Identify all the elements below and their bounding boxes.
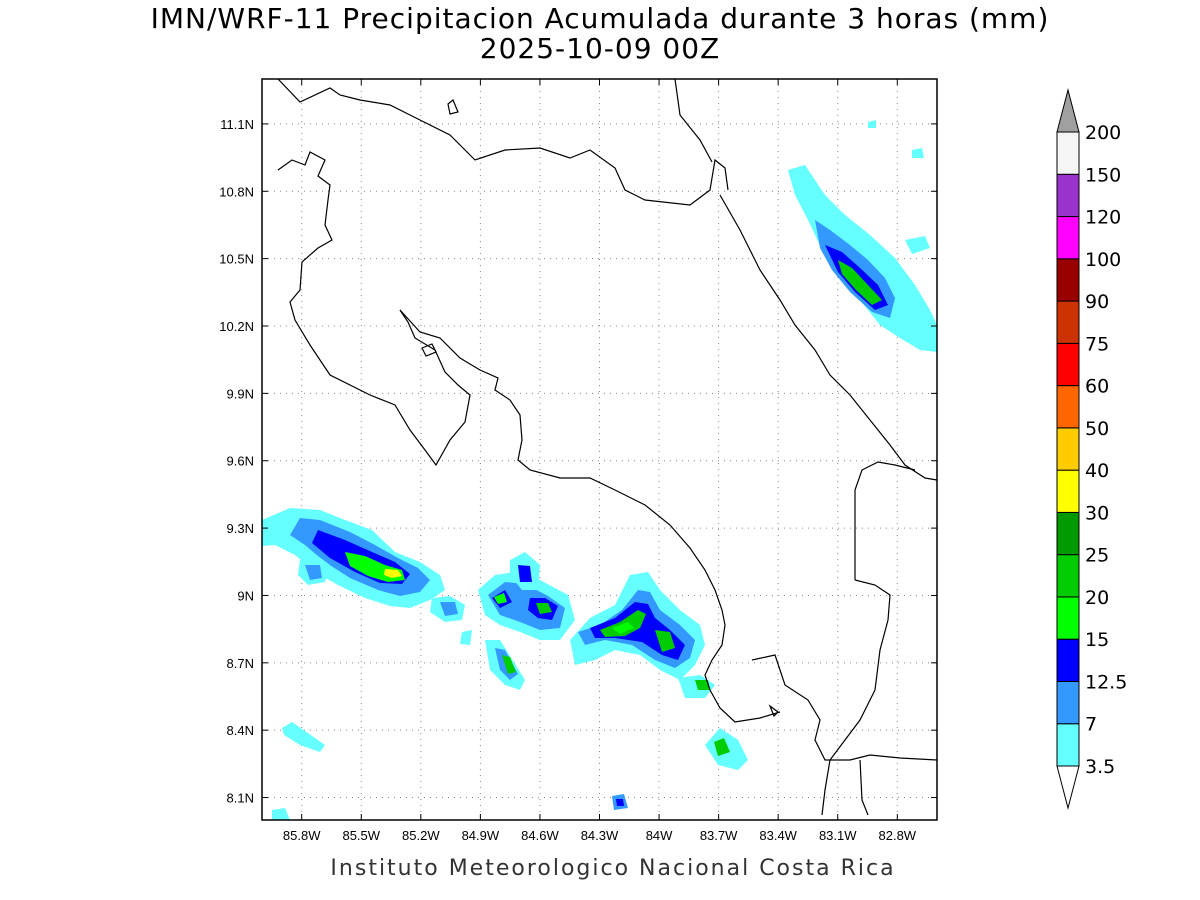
colorbar-swatch [1056,258,1080,302]
rain-region [695,680,710,690]
coastline-nicaragua [277,79,729,206]
rain-region [868,120,876,128]
colorbar-swatch [1056,216,1080,260]
rain-region [282,722,325,752]
colorbar-level-label: 15 [1085,629,1109,651]
colorbar-swatch [1056,596,1080,640]
colorbar-swatch [1056,723,1080,767]
coastline-lake-island [447,99,459,115]
coastline-panama-border [821,579,891,816]
lon-tick-label: 85.8W [283,828,321,843]
rain-region [305,565,322,580]
lon-tick-label: 84.6W [521,828,559,843]
rain-region [518,565,532,582]
coastline-burica [751,654,937,761]
coastline-pacific-north [277,151,471,467]
axis-ticks: 85.8W 85.5W 85.2W 84.9W 84.6W 84.3W 84W 83.7W 83… [219,79,937,843]
coastline-osa [768,704,779,718]
colorbar-level-label: 200 [1085,122,1121,144]
colorbar-swatch [1056,131,1080,175]
colorbar-level-label: 20 [1085,587,1109,609]
colorbar-level-label: 75 [1085,333,1109,355]
lat-tick-label: 10.5N [219,252,254,267]
plot-background [262,79,937,820]
colorbar-level-label: 40 [1085,460,1109,482]
rain-region [655,630,675,652]
coastline-island [421,343,437,357]
colorbar-swatch [1056,554,1080,598]
map-valid-time: 2025-10-09 00Z [479,32,721,65]
colorbar-swatch [1056,638,1080,682]
rain-region [912,148,924,158]
rain-region [440,602,458,616]
colorbar-swatch [1056,511,1080,556]
colorbar-swatch [1056,173,1080,218]
lat-tick-label: 9.3N [227,521,254,536]
rain-region [600,610,646,637]
lon-tick-label: 83.4W [759,828,797,843]
colorbar-level-label: 90 [1085,291,1109,313]
colorbar-level-label: 25 [1085,545,1109,567]
colorbar-swatch [1056,385,1080,429]
lon-tick-label: 84W [646,828,673,843]
lon-tick-label: 84.9W [462,828,500,843]
rain-region [494,593,507,604]
colorbar-swatch [1056,342,1080,387]
lon-tick-label: 85.5W [342,828,380,843]
lat-tick-label: 11.1N [220,117,254,132]
lon-tick-label: 84.3W [581,828,619,843]
rain-region [536,603,552,614]
colorbar-level-label: 3.5 [1085,756,1115,778]
lon-tick-label: 83.7W [700,828,738,843]
colorbar-level-label: 100 [1085,249,1121,271]
rain-region [384,569,402,578]
lat-tick-label: 10.2N [219,319,254,334]
lon-tick-label: 83.1W [819,828,857,843]
colorbar-level-label: 50 [1085,418,1109,440]
colorbar-level-label: 60 [1085,376,1109,398]
lat-tick-label: 8.1N [227,791,254,806]
lon-tick-label: 85.2W [402,828,440,843]
coastline-caribbean [719,194,937,481]
coastline-panama-north [854,461,916,580]
coastline-nicaragua-east [674,79,713,163]
rain-region [905,236,930,254]
rain-region [502,655,516,674]
lat-tick-label: 10.8N [219,184,254,199]
colorbar-over-arrow [1056,88,1080,133]
lat-tick-label: 9.9N [227,386,254,401]
coastline-nicoya-gulf [399,309,781,723]
precipitation-field [262,120,937,820]
colorbar-level-label: 120 [1085,207,1121,229]
lat-tick-label: 9N [237,588,254,603]
map-title: IMN/WRF-11 Precipitacion Acumulada duran… [150,2,1050,35]
coastline-burica-peninsula [859,759,869,816]
rain-region [616,799,624,806]
lon-tick-label: 82.8W [879,828,917,843]
colorbar-swatch [1056,427,1080,471]
colorbar-level-label: 12.5 [1085,671,1127,693]
rain-region [714,738,730,756]
coastlines [277,79,937,816]
colorbar-level-label: 30 [1085,502,1109,524]
credit-text: Instituto Meteorologico Nacional Costa R… [330,856,896,881]
colorbar-level-label: 7 [1085,714,1097,736]
colorbar-swatch [1056,680,1080,725]
colorbar-level-label: 150 [1085,164,1121,186]
colorbar-swatch [1056,469,1080,513]
colorbar-swatch [1056,300,1080,344]
rain-region [272,808,290,820]
lat-tick-label: 8.7N [227,656,254,671]
rain-region [612,622,634,634]
rain-region [838,260,882,305]
lat-tick-label: 9.6N [227,454,254,469]
rain-region [460,630,472,645]
colorbar-under-arrow [1056,765,1080,810]
colorbar: 3.5 7 12.5 15 20 25 30 40 50 60 75 90 100 120 150 200 [1056,88,1127,810]
lat-tick-label: 8.4N [227,723,254,738]
